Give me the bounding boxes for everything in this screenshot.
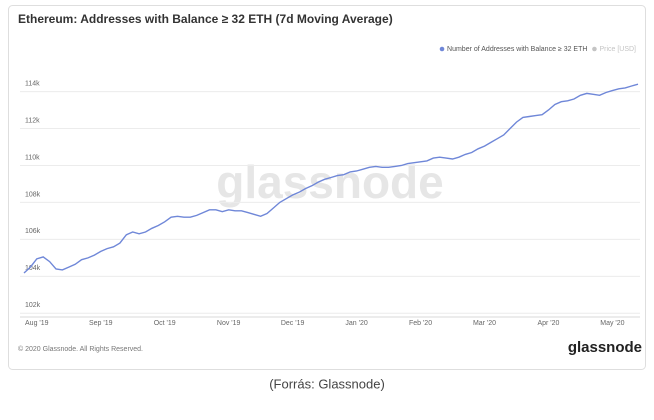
x-tick-label: Aug '19: [25, 320, 49, 327]
y-tick-label: 108k: [25, 191, 41, 198]
card: [8, 5, 646, 370]
y-tick-label: 106k: [25, 228, 41, 235]
y-tick-label: 102k: [25, 302, 41, 309]
x-tick-label: Feb '20: [409, 320, 432, 327]
x-tick-label: Apr '20: [537, 320, 559, 327]
x-tick-label: Jan '20: [345, 320, 367, 327]
legend: Price [USD] Number of Addresses with Bala…: [439, 46, 636, 53]
y-tick-label: 110k: [25, 154, 40, 161]
x-tick-label: Oct '19: [154, 320, 176, 327]
legend-marker: [592, 46, 597, 52]
x-tick-label: Mar '20: [473, 320, 496, 327]
footer: © 2020 Glassnode. All Rights Reserved.: [18, 345, 143, 353]
y-tick-label: 104k: [25, 265, 41, 272]
legend-label: Number of Addresses with Balance ≥ 32 ET…: [447, 46, 587, 53]
x-tick-label: Nov '19: [217, 320, 241, 327]
y-tick-label: 112k: [25, 117, 40, 124]
x-tick-label: Dec '19: [281, 320, 305, 327]
data-line: [23, 83, 639, 274]
legend-marker: [439, 46, 445, 52]
x-tick-label: Sep '19: [89, 320, 113, 327]
caption: (Forrás: Glassnode): [269, 376, 385, 391]
logo: glassnode: [568, 339, 642, 356]
x-tick-label: May '20: [600, 320, 624, 327]
chart-title: Ethereum: Addresses with Balance ≥ 32 ET…: [18, 12, 393, 26]
plot: 102k 104k 106k 108k 110k 112k 114k Aug '19 Sep '…: [20, 46, 640, 327]
y-tick-label: 114k: [25, 80, 40, 87]
legend-label: Price [USD]: [599, 46, 636, 53]
